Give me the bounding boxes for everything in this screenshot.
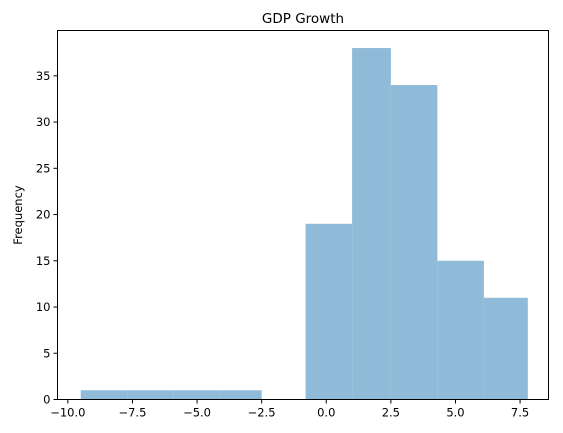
x-tick-label: 0.0 [317,406,335,420]
bars-group [80,48,528,400]
y-axis-label: Frequency [11,185,25,245]
x-tick-label: −5.0 [183,406,211,420]
x-tick-label: 2.5 [382,406,400,420]
y-tick-label: 0 [43,393,50,407]
x-tick-label: −2.5 [248,406,276,420]
histogram-bar [352,48,391,400]
x-tick-label: 5.0 [446,406,464,420]
histogram-bar [305,223,353,400]
histogram-bar [390,85,438,400]
y-tick-label: 25 [36,161,51,175]
x-tick-label: −7.5 [118,406,146,420]
chart-title: GDP Growth [262,11,344,27]
histogram-bar [437,260,484,400]
x-tick-label: −10.0 [50,406,85,420]
y-tick-label: 35 [36,69,51,83]
y-tick-label: 20 [36,208,51,222]
y-tick-label: 10 [36,300,51,314]
histogram-bar [220,390,262,400]
y-tick-label: 5 [43,346,50,360]
y-tick-label: 30 [36,115,51,129]
histogram-bar [483,297,528,400]
y-tick-label: 15 [36,254,51,268]
x-axis: −10.0 −7.5 −5.0 −2.5 0.0 2.5 5.0 7.5 [50,399,529,420]
y-axis: 0 5 10 15 20 25 30 35 [36,69,58,407]
histogram-bar [173,390,221,400]
histogram-bar [80,390,128,400]
histogram-bar [127,390,174,400]
x-tick-label: 7.5 [511,406,529,420]
